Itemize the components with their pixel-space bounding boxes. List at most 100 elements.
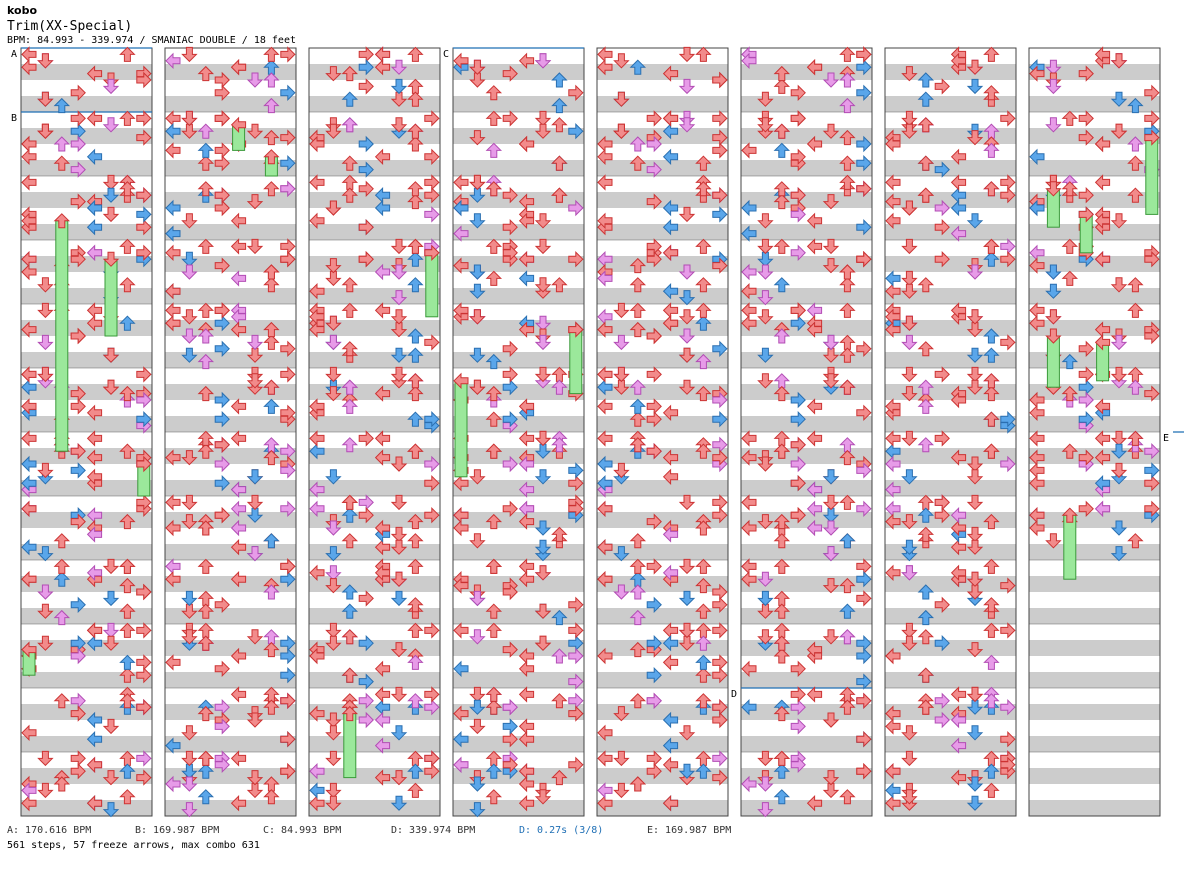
step-arrow	[966, 347, 984, 363]
step-arrow	[86, 110, 103, 127]
step-arrow	[678, 309, 696, 325]
step-arrow	[1045, 533, 1062, 549]
step-arrow	[37, 277, 54, 293]
beat-stripe	[453, 128, 584, 144]
beat-stripe	[597, 736, 728, 752]
step-arrow	[341, 302, 359, 318]
step-arrow	[534, 53, 552, 69]
step-arrow	[136, 110, 152, 127]
step-arrow	[70, 596, 86, 614]
beat-stripe	[21, 704, 152, 720]
step-arrow	[246, 712, 264, 728]
step-arrow	[757, 629, 774, 645]
step-arrow	[424, 148, 440, 166]
step-arrow	[1144, 442, 1160, 460]
step-arrow	[280, 762, 296, 780]
step-arrow	[629, 155, 647, 171]
step-arrow	[822, 578, 840, 594]
beat-stripe	[741, 192, 872, 208]
step-arrow	[695, 155, 712, 171]
beat-stripe	[21, 768, 152, 784]
step-arrow	[309, 174, 325, 191]
step-arrow	[950, 391, 967, 409]
step-arrow	[662, 711, 679, 729]
legend-e: E: 169.987 BPM	[647, 825, 732, 836]
step-arrow	[534, 366, 552, 383]
step-arrow	[741, 282, 757, 300]
step-arrow	[280, 666, 296, 684]
step-arrow	[21, 212, 37, 230]
step-arrow	[390, 78, 408, 95]
step-arrow	[757, 776, 774, 792]
beat-stripe	[21, 800, 152, 816]
step-arrow	[502, 218, 518, 236]
step-arrow	[1127, 379, 1144, 395]
step-arrow	[646, 634, 662, 652]
beat-stripe	[597, 768, 728, 784]
step-arrow	[1061, 353, 1079, 370]
step-arrow	[309, 430, 325, 447]
step-arrow	[662, 282, 679, 300]
step-arrow	[822, 712, 840, 728]
step-arrow	[568, 756, 584, 774]
step-arrow	[757, 238, 774, 255]
step-arrow	[230, 750, 247, 767]
step-arrow	[70, 250, 86, 268]
step-arrow	[822, 520, 840, 536]
step-arrow	[712, 596, 728, 614]
beat-stripe	[597, 384, 728, 400]
freeze-arrow	[569, 329, 583, 395]
step-arrow	[741, 660, 757, 678]
step-arrow	[856, 730, 872, 748]
step-arrow	[1127, 277, 1144, 293]
step-arrow	[453, 199, 469, 217]
beat-stripe	[885, 384, 1016, 400]
step-arrow	[309, 282, 325, 300]
step-arrow	[790, 756, 806, 774]
step-arrow	[885, 782, 901, 799]
step-arrow	[518, 558, 535, 575]
step-arrow	[597, 270, 613, 287]
beat-stripe	[1029, 96, 1160, 112]
step-arrow	[518, 481, 535, 498]
step-arrow	[390, 456, 408, 472]
step-arrow	[407, 78, 424, 94]
step-arrow	[86, 711, 103, 729]
step-arrow	[214, 474, 230, 492]
beat-stripe	[597, 576, 728, 592]
step-arrow	[885, 647, 901, 665]
step-arrow	[424, 506, 440, 524]
step-arrow	[53, 609, 71, 626]
step-arrow	[597, 46, 613, 63]
step-arrow	[856, 500, 872, 518]
beat-stripe	[309, 192, 440, 208]
step-arrow	[856, 692, 872, 710]
step-arrow	[407, 597, 424, 613]
step-arrow	[662, 737, 679, 754]
step-arrow	[358, 46, 374, 63]
step-arrow	[325, 725, 342, 741]
beat-stripe	[597, 288, 728, 304]
step-arrow	[424, 174, 440, 191]
step-arrow	[136, 583, 152, 601]
step-arrow	[885, 762, 901, 780]
step-arrow	[901, 386, 918, 402]
step-arrow	[70, 513, 86, 530]
step-arrow	[341, 187, 359, 203]
beat-stripe	[165, 608, 296, 624]
step-arrow	[613, 91, 630, 107]
step-arrow	[119, 667, 136, 683]
beat-stripe	[21, 384, 152, 400]
step-arrow	[358, 673, 374, 690]
step-arrow	[773, 328, 791, 344]
step-arrow	[230, 519, 247, 537]
beat-stripe	[1029, 608, 1160, 624]
step-arrow	[917, 117, 935, 133]
step-arrow	[806, 321, 823, 338]
step-arrow	[53, 693, 71, 709]
step-arrow	[885, 270, 901, 287]
beat-stripe	[885, 96, 1016, 112]
step-arrow	[646, 327, 662, 345]
beat-stripe	[1029, 64, 1160, 80]
step-arrow	[181, 328, 198, 344]
